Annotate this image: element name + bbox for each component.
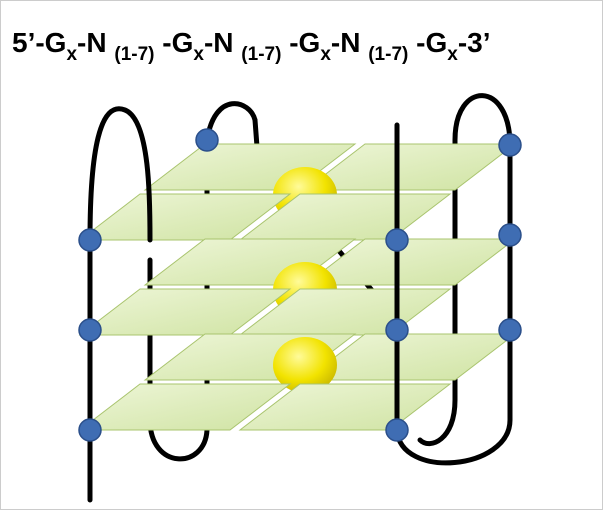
title-subscript: (1-7) xyxy=(241,44,281,65)
nucleotide xyxy=(498,223,522,247)
title-subscript: (1-7) xyxy=(368,44,408,65)
title-subscript: x xyxy=(320,44,331,65)
title-subscript: x xyxy=(447,44,458,65)
nucleotide xyxy=(78,318,102,342)
tetrad-plate xyxy=(78,193,292,241)
nucleotide xyxy=(78,418,102,442)
nucleotide xyxy=(78,228,102,252)
title-part: -N xyxy=(331,27,368,58)
nucleotide xyxy=(498,133,522,157)
nucleotide xyxy=(498,318,522,342)
nucleotide xyxy=(385,418,409,442)
nucleotide xyxy=(385,228,409,252)
title-part: -G xyxy=(281,27,320,58)
title-part: 5’-G xyxy=(12,27,66,58)
title-part: -N xyxy=(204,27,241,58)
title-subscript: (1-7) xyxy=(114,44,154,65)
title-subscript: x xyxy=(66,44,77,65)
title-part: -G xyxy=(408,27,447,58)
tetrad-plate xyxy=(78,288,292,336)
cation xyxy=(273,337,337,393)
title-part: -3’ xyxy=(458,27,491,58)
title-subscript: x xyxy=(193,44,204,65)
tetrad-plate xyxy=(78,383,292,431)
planes xyxy=(78,143,517,431)
nucleotides xyxy=(78,128,522,442)
title: 5’-Gx-N (1-7) -Gx-N (1-7) -Gx-N (1-7) -G… xyxy=(12,27,491,65)
title-part: -G xyxy=(155,27,194,58)
title-part: -N xyxy=(77,27,114,58)
nucleotide xyxy=(195,128,219,152)
nucleotide xyxy=(385,318,409,342)
